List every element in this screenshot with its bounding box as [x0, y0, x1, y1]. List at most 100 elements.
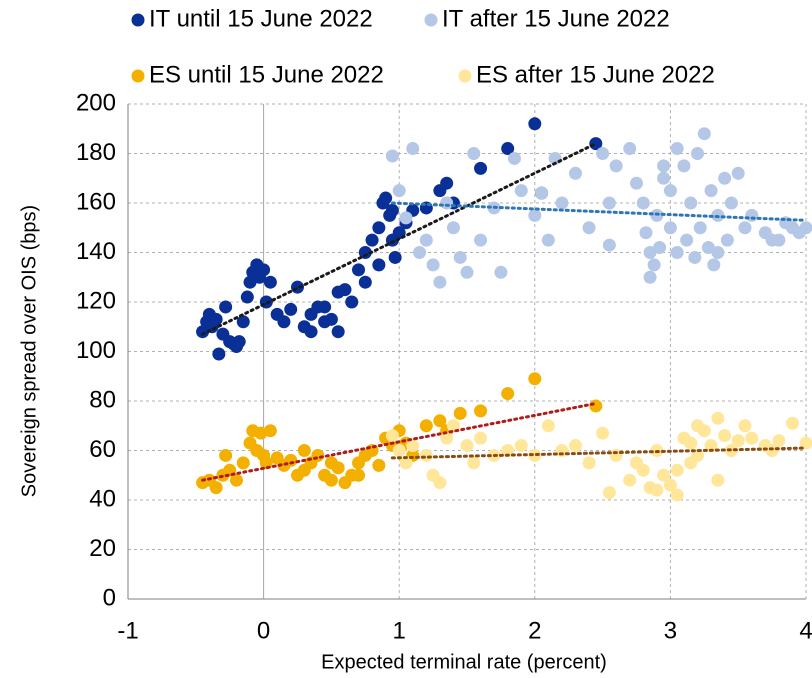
point [647, 258, 661, 272]
point [738, 419, 752, 433]
point [460, 439, 474, 453]
point [419, 419, 433, 433]
legend-marker [131, 69, 145, 83]
point [765, 444, 779, 457]
point [670, 142, 684, 156]
y-tick-label: 20 [89, 535, 116, 562]
point [324, 312, 338, 326]
point [406, 142, 420, 156]
point [670, 246, 684, 259]
y-tick-label: 0 [103, 584, 116, 611]
point [704, 184, 718, 198]
point [653, 241, 667, 255]
point [772, 434, 786, 448]
point [474, 431, 488, 445]
point [670, 488, 684, 502]
point [236, 456, 250, 470]
point [670, 463, 684, 477]
point [630, 176, 643, 190]
point [772, 233, 786, 247]
point [639, 226, 653, 240]
point [474, 404, 488, 418]
trendline [201, 142, 598, 336]
x-tick-label: -1 [117, 617, 138, 644]
y-tick-label: 60 [89, 436, 116, 463]
point [318, 300, 332, 314]
point [745, 208, 759, 222]
x-tick-label: 4 [799, 617, 812, 644]
point [331, 285, 345, 299]
point [596, 426, 610, 440]
point [731, 434, 745, 448]
point [680, 233, 694, 247]
point [212, 347, 226, 361]
point [209, 312, 223, 326]
point [663, 478, 677, 492]
point [385, 203, 399, 217]
point [691, 448, 705, 462]
point [467, 147, 481, 160]
y-tick-label: 80 [89, 386, 116, 413]
legend-marker [458, 69, 472, 83]
point [731, 166, 745, 180]
x-tick-label: 3 [664, 617, 677, 644]
point [623, 142, 637, 156]
point [358, 246, 372, 259]
point [704, 439, 718, 453]
point [697, 424, 711, 438]
point [297, 444, 311, 457]
point [433, 275, 447, 289]
point [352, 468, 366, 482]
point [440, 431, 454, 445]
point [399, 211, 413, 225]
point [691, 147, 705, 160]
point [236, 315, 250, 329]
legend-label: IT until 15 June 2022 [149, 5, 373, 32]
y-tick-label: 180 [76, 139, 116, 166]
point [657, 468, 671, 482]
point [446, 419, 460, 433]
point [372, 221, 386, 235]
point [718, 171, 732, 185]
point [263, 275, 277, 289]
point [528, 117, 542, 131]
point [718, 429, 732, 443]
point [663, 221, 677, 235]
point [433, 476, 447, 490]
point [799, 436, 812, 450]
point [609, 159, 623, 173]
legend-marker [131, 13, 145, 27]
point [589, 399, 603, 413]
point [399, 456, 413, 470]
point [582, 456, 596, 470]
point [284, 302, 298, 316]
point [514, 439, 528, 453]
point [345, 295, 359, 309]
y-axis-label: Sovereign spread over OIS (bps) [18, 205, 40, 497]
point [541, 233, 555, 247]
point [636, 196, 650, 210]
point [501, 387, 515, 401]
point [358, 275, 372, 289]
point [514, 184, 528, 198]
point [460, 265, 474, 279]
point [474, 233, 488, 247]
point [388, 250, 402, 264]
point [602, 196, 616, 210]
point [609, 448, 623, 462]
point [555, 196, 569, 210]
x-tick-label: 2 [528, 617, 541, 644]
point [507, 151, 521, 165]
point [240, 290, 254, 304]
x-tick-label: 1 [393, 617, 406, 644]
point [528, 372, 542, 386]
point [602, 238, 616, 252]
point [799, 221, 812, 235]
y-tick-label: 200 [76, 89, 116, 116]
point [385, 429, 399, 443]
point [602, 486, 616, 500]
point [720, 233, 734, 247]
point [677, 159, 691, 173]
point [684, 436, 698, 450]
